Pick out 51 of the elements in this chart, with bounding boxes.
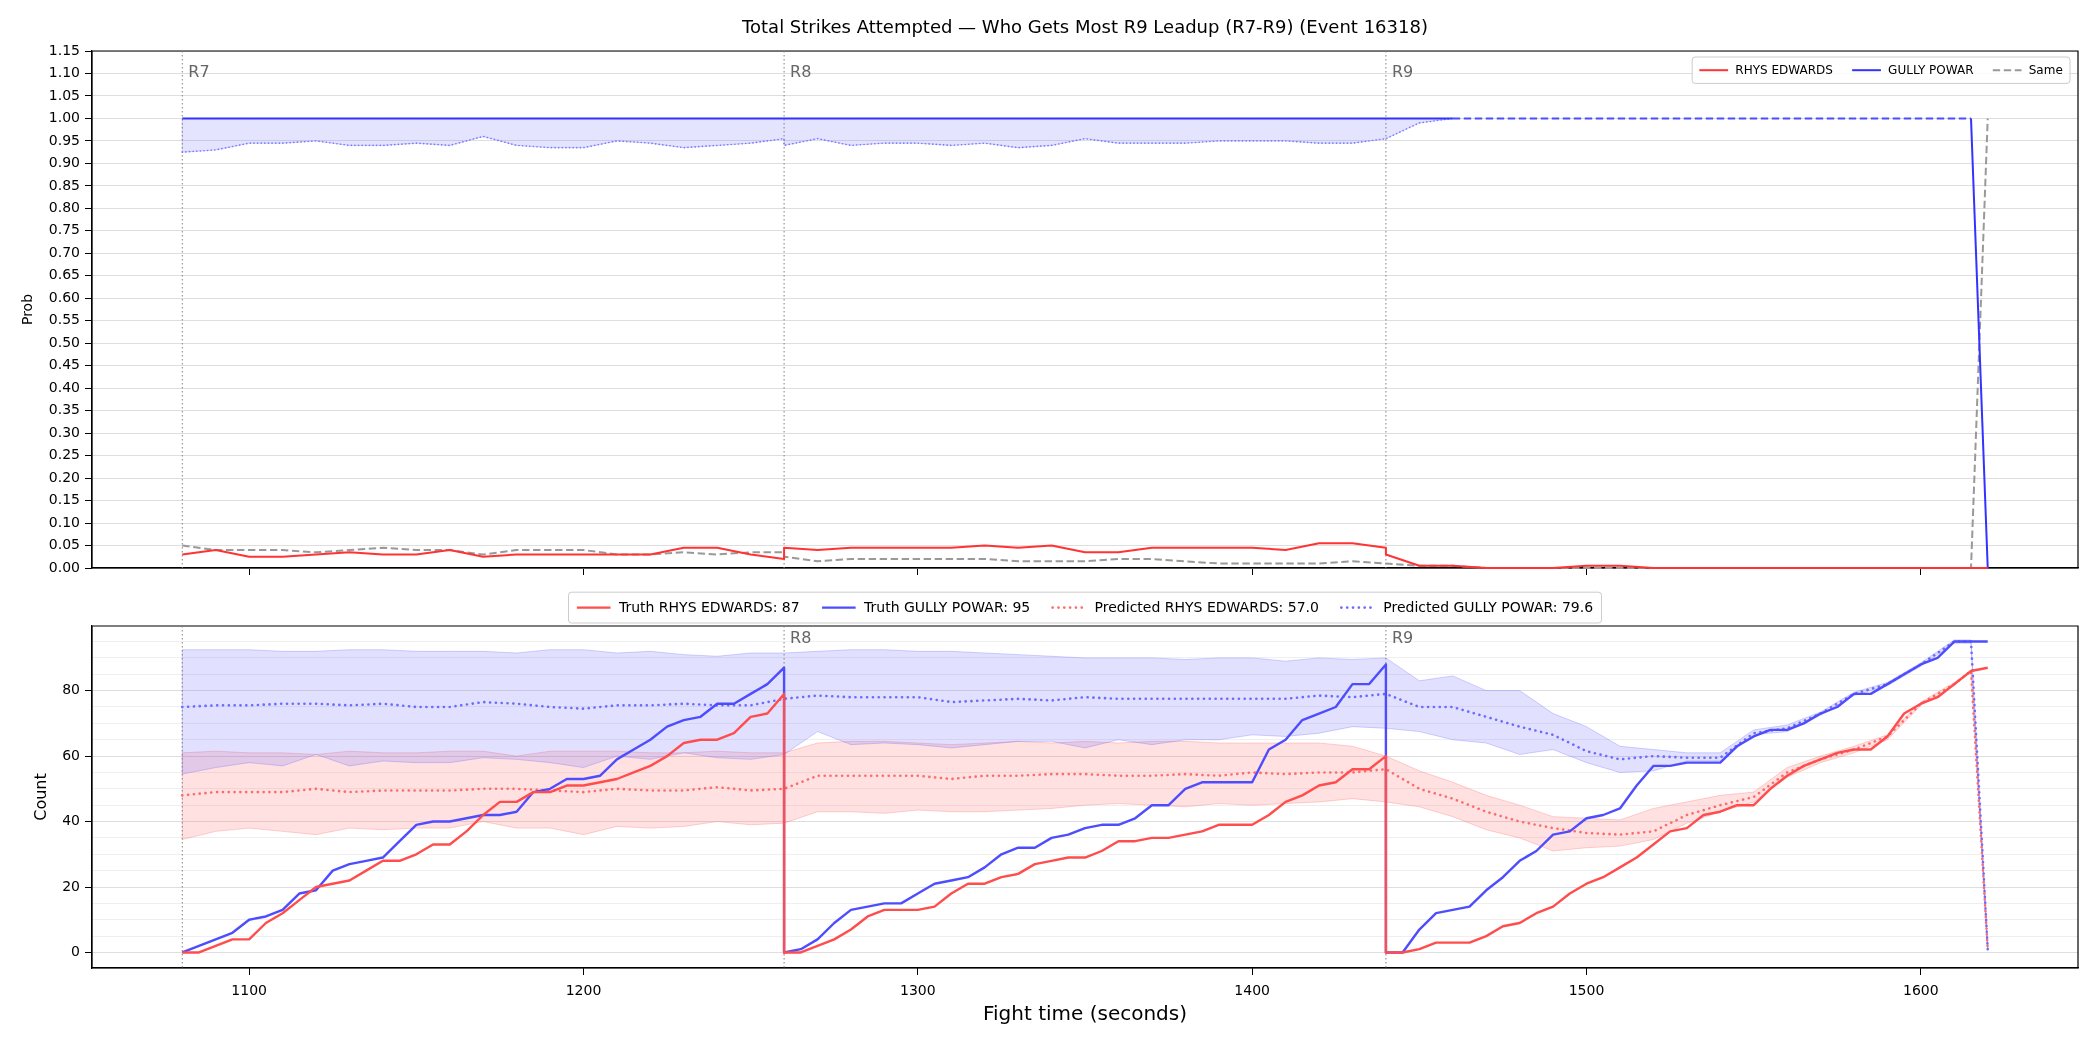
y-tick-label: 0.45 <box>48 356 80 373</box>
y-tick-label: 0.55 <box>48 311 80 328</box>
y-tick-label: 0.90 <box>48 154 80 171</box>
x-tick-label: 1100 <box>231 982 267 999</box>
x-tick-label: 1300 <box>900 982 936 999</box>
chart-title: Total Strikes Attempted — Who Gets Most R9 Leadup (R7-R9) (Event 16318) <box>741 15 1428 37</box>
y-tick-label: 0.75 <box>48 221 80 238</box>
ref-line-label: R9 <box>1391 628 1414 648</box>
legend-label: GULLY POWAR <box>1888 63 1974 78</box>
y-tick-label: 40 <box>62 812 80 829</box>
y-tick-label: 0.05 <box>48 536 80 553</box>
x-tick-label: 1200 <box>565 982 602 999</box>
y-tick-label: 0.25 <box>48 446 80 463</box>
y-tick-label: 0.60 <box>48 288 80 305</box>
y-tick-label: 1.10 <box>48 64 80 81</box>
legend-label: Predicted RHYS EDWARDS: 57.0 <box>1094 599 1319 616</box>
x-tick-label: 1400 <box>1234 982 1270 999</box>
y-axis-title: Count <box>30 773 50 821</box>
y-tick-label: 0.00 <box>48 558 80 575</box>
ref-line-label: R8 <box>790 628 812 648</box>
y-axis-title: Prob <box>19 293 36 326</box>
y-tick-label: 1.00 <box>48 109 80 126</box>
y-tick-label: 0.50 <box>48 333 80 350</box>
y-tick-label: 0.65 <box>48 266 80 283</box>
y-tick-label: 0.80 <box>48 198 80 215</box>
y-tick-label: 0.10 <box>48 513 80 530</box>
ref-line-label: R8 <box>790 62 812 82</box>
y-tick-label: 1.15 <box>48 41 80 58</box>
y-tick-label: 80 <box>62 681 80 698</box>
y-tick-label: 0 <box>71 943 80 960</box>
ref-line-label: R7 <box>188 62 210 82</box>
legend-label: Truth GULLY POWAR: 95 <box>863 599 1031 616</box>
y-tick-label: 1.05 <box>48 86 80 103</box>
legend-label: Predicted GULLY POWAR: 79.6 <box>1383 599 1594 616</box>
x-tick-label: 1500 <box>1568 982 1605 999</box>
ref-line-label: R9 <box>1391 62 1414 82</box>
legend-label: Same <box>2028 63 2063 78</box>
y-tick-label: 60 <box>62 746 80 763</box>
x-tick-label: 1600 <box>1903 982 1939 999</box>
legend-label: Truth RHYS EDWARDS: 87 <box>617 599 800 616</box>
y-tick-label: 0.70 <box>48 243 80 260</box>
legend-label: RHYS EDWARDS <box>1735 63 1833 78</box>
x-axis-title: Fight time (seconds) <box>982 1001 1188 1026</box>
y-tick-label: 0.30 <box>48 423 80 440</box>
y-tick-label: 0.40 <box>48 378 80 395</box>
y-tick-label: 0.85 <box>48 176 80 193</box>
y-tick-label: 0.95 <box>48 131 80 148</box>
y-tick-label: 0.15 <box>48 491 80 508</box>
y-tick-label: 0.35 <box>48 401 80 418</box>
y-tick-label: 0.20 <box>48 468 80 485</box>
y-tick-label: 20 <box>62 877 80 894</box>
